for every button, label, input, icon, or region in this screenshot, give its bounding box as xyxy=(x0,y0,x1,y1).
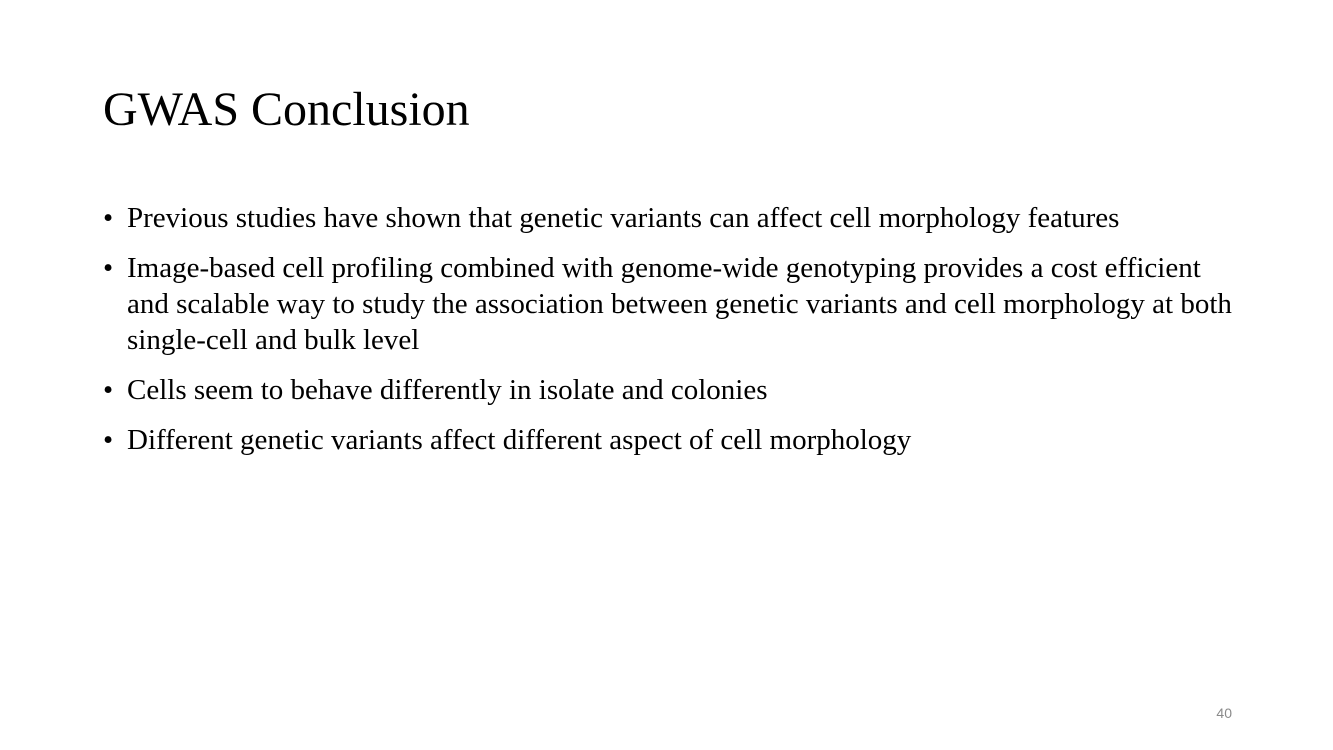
bullet-text: Previous studies have shown that genetic… xyxy=(127,202,1120,234)
bullet-marker: • xyxy=(103,252,114,284)
bullet-list: • Previous studies have shown that genet… xyxy=(103,200,1243,472)
bullet-item: • Previous studies have shown that genet… xyxy=(103,200,1243,236)
bullet-item: • Different genetic variants affect diff… xyxy=(103,422,1243,458)
bullet-text: Image-based cell profiling combined with… xyxy=(127,252,1232,356)
bullet-item: • Image-based cell profiling combined wi… xyxy=(103,250,1243,358)
bullet-marker: • xyxy=(103,374,114,406)
slide-title: GWAS Conclusion xyxy=(103,83,470,136)
bullet-text: Different genetic variants affect differ… xyxy=(127,424,912,456)
bullet-item: • Cells seem to behave differently in is… xyxy=(103,372,1243,408)
bullet-marker: • xyxy=(103,424,114,456)
bullet-marker: • xyxy=(103,202,114,234)
bullet-text: Cells seem to behave differently in isol… xyxy=(127,374,768,406)
page-number: 40 xyxy=(1216,705,1232,721)
